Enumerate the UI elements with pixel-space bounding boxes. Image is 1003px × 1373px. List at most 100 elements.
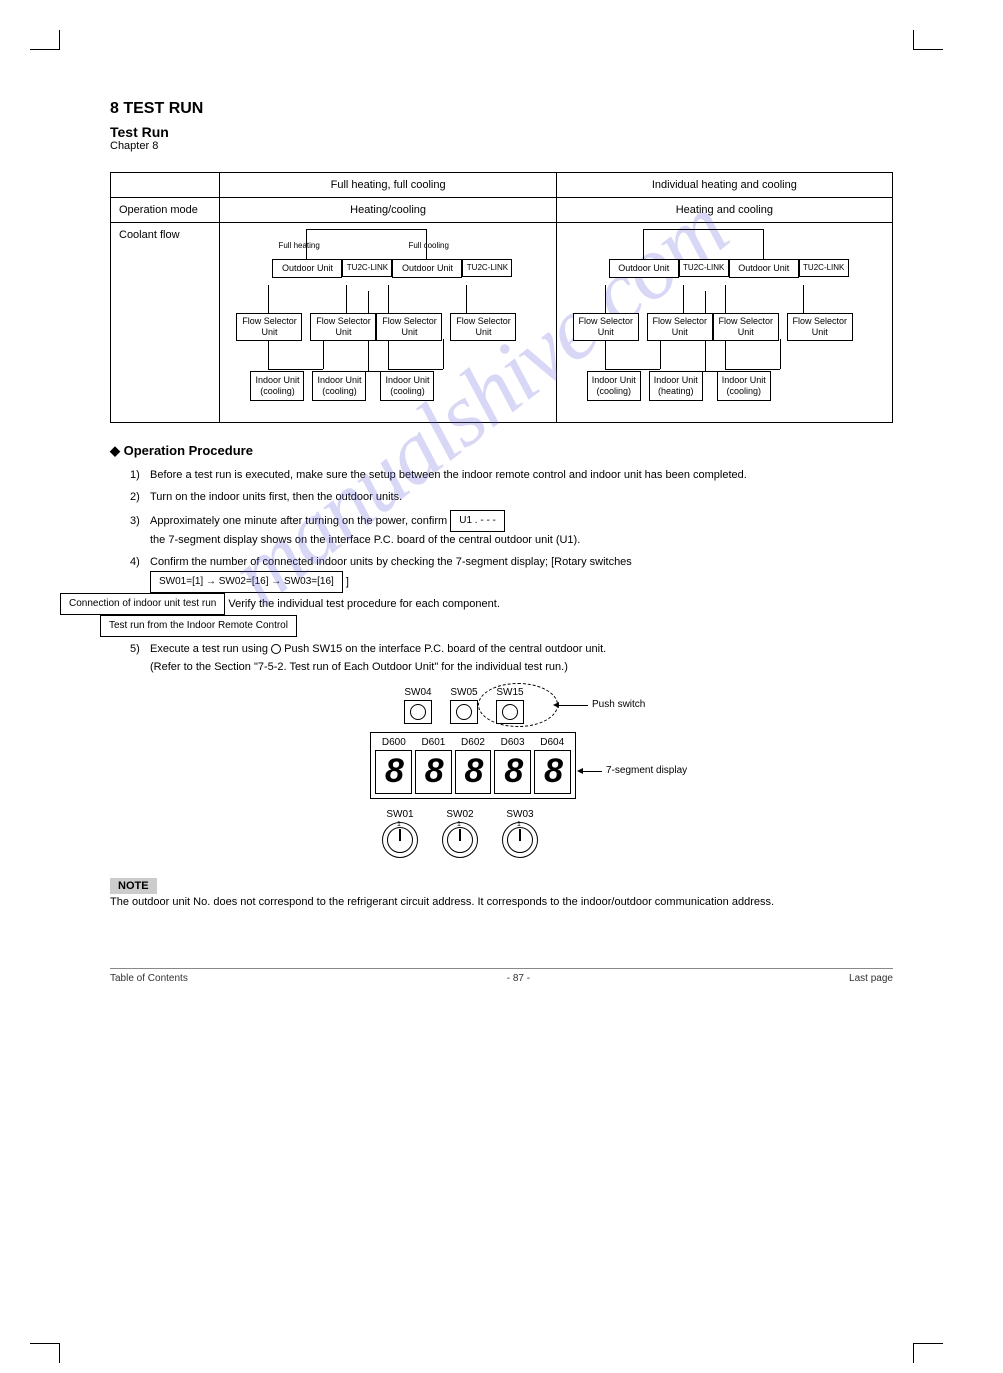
box-outdoor2: Outdoor Unit bbox=[392, 259, 462, 278]
row1-col2: Heating/cooling bbox=[220, 198, 556, 223]
display-u1: U1 . - - - bbox=[450, 510, 505, 532]
sw04: SW04 bbox=[404, 687, 432, 724]
box-fs1b: Flow Selector Unit bbox=[573, 313, 639, 341]
box-link2: TU2C-LINK bbox=[462, 259, 512, 277]
col3-header: Individual heating and cooling bbox=[556, 173, 892, 198]
box-link1: TU2C-LINK bbox=[342, 259, 392, 277]
box-fs3b: Flow Selector Unit bbox=[713, 313, 779, 341]
cooling-label-b3: (cooling) bbox=[726, 386, 761, 396]
footer-center: - 87 - bbox=[507, 973, 530, 984]
step4b: Verify the individual test procedure for… bbox=[228, 598, 500, 610]
push-label: Push SW15 bbox=[284, 643, 342, 655]
box-fs2: Flow Selector Unit bbox=[310, 313, 376, 341]
row2-label: Coolant flow bbox=[111, 223, 220, 423]
sw02-label: SW02 bbox=[442, 809, 478, 820]
display-annotation: 7-segment display bbox=[606, 765, 687, 776]
col1-header bbox=[111, 173, 220, 198]
col2-header: Full heating, full cooling bbox=[220, 173, 556, 198]
box-link1b: TU2C-LINK bbox=[679, 259, 729, 277]
sw15: SW15 bbox=[496, 687, 524, 724]
footer: Table of Contents - 87 - Last page bbox=[110, 973, 893, 984]
chapter-label: Chapter 8 bbox=[110, 140, 893, 152]
step3b: the 7-segment display shows on the inter… bbox=[150, 534, 580, 546]
step3a: Approximately one minute after turning o… bbox=[150, 515, 447, 527]
mode-b: Full cooling bbox=[408, 241, 448, 250]
arrow-to-sw15 bbox=[558, 705, 588, 706]
box-outdoor2b: Outdoor Unit bbox=[729, 259, 799, 278]
sw02-rotary: SW02 1 bbox=[442, 809, 478, 858]
box-outdoor-b: Outdoor Unit bbox=[609, 259, 679, 278]
box-indoor3b: Indoor Unit (cooling) bbox=[717, 371, 771, 401]
sw01-rotary: SW01 1 bbox=[382, 809, 418, 858]
indoor-label3: Indoor Unit bbox=[385, 375, 429, 385]
page-content: 8 TEST RUN Test Run Chapter 8 Full heati… bbox=[60, 100, 943, 984]
d600-label: D600 bbox=[375, 737, 413, 748]
indoor-label-b2: Indoor Unit bbox=[654, 375, 698, 385]
sw15-label: SW15 bbox=[496, 687, 524, 698]
cooling-label2: (cooling) bbox=[322, 386, 357, 396]
diagram-full: Outdoor Unit TU2C-LINK Outdoor Unit TU2C… bbox=[220, 223, 556, 423]
diagram-individual: Outdoor Unit TU2C-LINK Outdoor Unit TU2C… bbox=[556, 223, 892, 423]
mode-a: Full heating bbox=[278, 241, 319, 250]
push-circle-icon bbox=[271, 644, 281, 654]
digit-4: 8 bbox=[534, 750, 571, 794]
d601-label: D601 bbox=[415, 737, 453, 748]
step5a: Execute a test run using bbox=[150, 643, 268, 655]
step1: Before a test run is executed, make sure… bbox=[150, 469, 747, 481]
digit-1: 8 bbox=[415, 750, 452, 794]
box-indoor1: Indoor Unit (cooling) bbox=[250, 371, 304, 401]
sw03-label: SW03 bbox=[502, 809, 538, 820]
step5b: on the interface P.C. board of the centr… bbox=[345, 643, 606, 655]
header: 8 TEST RUN Test Run Chapter 8 bbox=[110, 100, 893, 152]
footer-left[interactable]: Table of Contents bbox=[110, 973, 188, 984]
box-fs2b: Flow Selector Unit bbox=[647, 313, 713, 341]
chk-link: Connection of indoor unit test run bbox=[60, 593, 225, 615]
sw01-label: SW01 bbox=[382, 809, 418, 820]
sw03-rotary: SW03 1 bbox=[502, 809, 538, 858]
d603-label: D603 bbox=[494, 737, 532, 748]
digit-0: 8 bbox=[375, 750, 412, 794]
indoor-label-b1: Indoor Unit bbox=[592, 375, 636, 385]
mode-table: Full heating, full cooling Individual he… bbox=[110, 172, 893, 423]
page-title: Test Run bbox=[110, 124, 893, 140]
procedure-title: Operation Procedure bbox=[110, 443, 893, 459]
step2: Turn on the indoor units first, then the… bbox=[150, 491, 402, 503]
procedure-block: 1)Before a test run is executed, make su… bbox=[130, 467, 893, 677]
cooling-label3: (cooling) bbox=[390, 386, 425, 396]
d604-label: D604 bbox=[533, 737, 571, 748]
seven-seg-display: D600 D601 D602 D603 D604 8 8 8 8 8 bbox=[370, 732, 576, 799]
box-indoor2: Indoor Unit (cooling) bbox=[312, 371, 366, 401]
digit-2: 8 bbox=[455, 750, 492, 794]
indoor-label: Indoor Unit bbox=[255, 375, 299, 385]
box-indoor3: Indoor Unit (cooling) bbox=[380, 371, 434, 401]
heating-label-b2: (heating) bbox=[658, 386, 694, 396]
rotary-seq: SW01=[1] → SW02=[16] → SW03=[16] bbox=[150, 571, 343, 593]
push-switch-label: Push switch bbox=[592, 699, 645, 710]
box-outdoor: Outdoor Unit bbox=[272, 259, 342, 278]
sw05-label: SW05 bbox=[450, 687, 478, 698]
note-text: The outdoor unit No. does not correspond… bbox=[110, 896, 893, 908]
sw04-label: SW04 bbox=[404, 687, 432, 698]
cooling-label-b1: (cooling) bbox=[596, 386, 631, 396]
footer-right[interactable]: Last page bbox=[849, 973, 893, 984]
instrument: Test run from the Indoor Remote Control bbox=[100, 615, 297, 637]
box-fs4b: Flow Selector Unit bbox=[787, 313, 853, 341]
box-indoor2b: Indoor Unit (heating) bbox=[649, 371, 703, 401]
cooling-label: (cooling) bbox=[260, 386, 295, 396]
row1-col3: Heating and cooling bbox=[556, 198, 892, 223]
section-number: 8 bbox=[110, 100, 119, 117]
note-label: NOTE bbox=[110, 878, 157, 894]
footer-divider bbox=[110, 968, 893, 969]
box-fs3: Flow Selector Unit bbox=[376, 313, 442, 341]
d602-label: D602 bbox=[454, 737, 492, 748]
sw05: SW05 bbox=[450, 687, 478, 724]
section-title-text: TEST RUN bbox=[123, 100, 203, 117]
row1-label: Operation mode bbox=[111, 198, 220, 223]
box-fs4: Flow Selector Unit bbox=[450, 313, 516, 341]
arrow-to-display bbox=[582, 771, 602, 772]
box-indoor1b: Indoor Unit (cooling) bbox=[587, 371, 641, 401]
step5c: (Refer to the Section "7-5-2. Test run o… bbox=[150, 661, 568, 673]
indoor-label-b3: Indoor Unit bbox=[722, 375, 766, 385]
box-fs1: Flow Selector Unit bbox=[236, 313, 302, 341]
step4a: Confirm the number of connected indoor u… bbox=[150, 556, 632, 568]
